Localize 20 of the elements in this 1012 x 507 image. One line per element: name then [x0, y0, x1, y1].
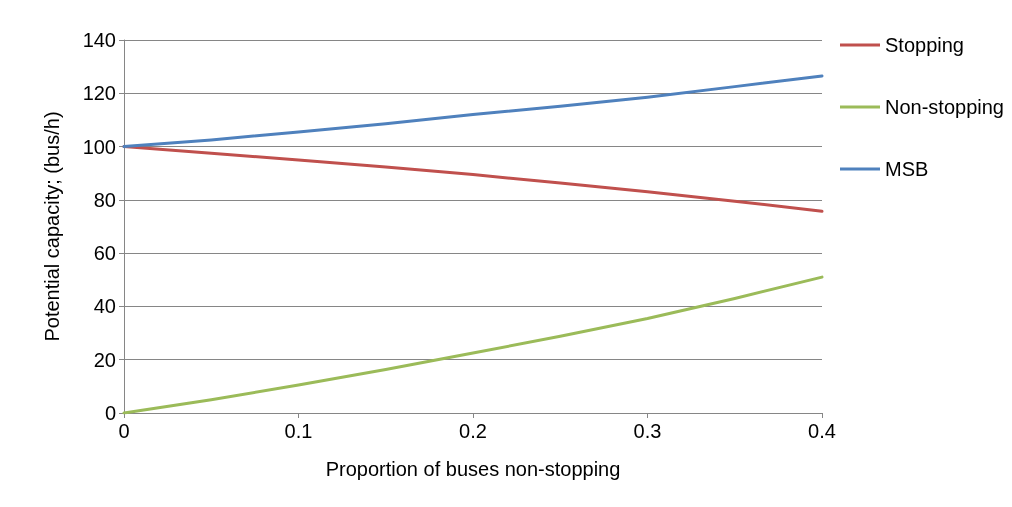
x-axis-title: Proportion of buses non-stopping — [325, 458, 621, 480]
legend-label: Stopping — [885, 34, 964, 56]
y-tick-label: 20 — [93, 348, 116, 371]
line-series — [122, 275, 824, 415]
y-axis-title: Potential capacity; (bus/h) — [41, 111, 63, 342]
x-tick-label: 0.2 — [459, 420, 487, 442]
y-tick-label: 140 — [82, 29, 116, 51]
legend-label: MSB — [885, 158, 929, 180]
y-tick-label: 80 — [93, 188, 116, 211]
x-tick-label: 0 — [118, 420, 130, 442]
x-tick-label: 0.1 — [284, 420, 313, 442]
y-tick-label: 60 — [93, 242, 116, 265]
y-tick-label: 0 — [104, 402, 116, 424]
line-series — [122, 74, 824, 149]
legend-label: Non-stopping — [885, 96, 1004, 118]
x-tick-label: 0.4 — [808, 420, 836, 442]
y-tick-label: 120 — [82, 82, 116, 105]
y-tick-label: 40 — [93, 295, 116, 318]
x-tick-label: 0.3 — [633, 420, 662, 442]
y-tick-label: 100 — [82, 135, 116, 158]
